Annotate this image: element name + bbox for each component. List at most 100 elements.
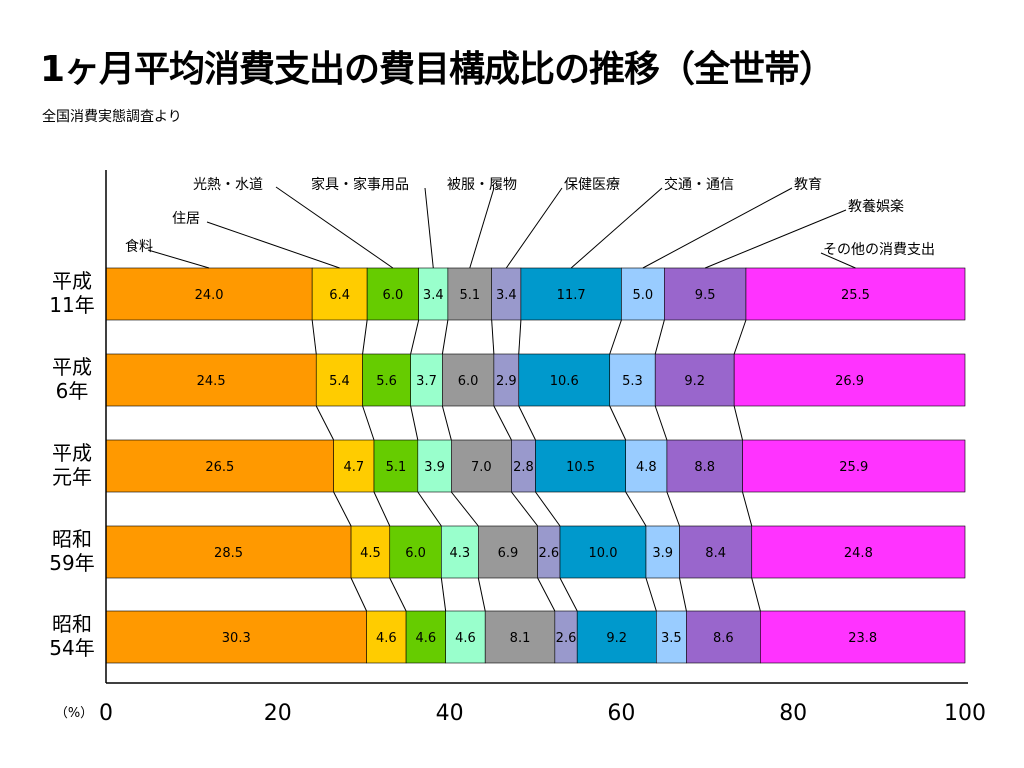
legend-callout-label: 被服・履物 — [447, 177, 517, 193]
data-label: 24.8 — [844, 546, 873, 561]
data-label: 9.2 — [684, 374, 705, 389]
legend-callout-line — [424, 187, 434, 269]
data-label: 6.0 — [405, 546, 426, 561]
bar-segment — [491, 267, 522, 321]
data-label: 25.9 — [839, 460, 868, 475]
data-label: 8.1 — [510, 631, 531, 646]
legend-callout-label: 保健医療 — [564, 176, 620, 193]
connector-line — [440, 577, 447, 612]
x-tick-label: 80 — [779, 701, 807, 726]
data-labels-group: 24.0 6.4 6.0 3.4 5.1 3.4 11.7 5.0 9.5 25.5 24.5 5.4… — [195, 288, 878, 646]
bar-segment — [389, 525, 442, 579]
connector-line — [441, 405, 452, 441]
connector-line — [679, 577, 687, 612]
data-label: 30.3 — [222, 631, 251, 646]
connector-line — [417, 491, 442, 527]
data-label: 5.3 — [622, 374, 643, 389]
legend-callout-label: 交通・通信 — [664, 176, 734, 193]
data-label: 3.5 — [661, 631, 682, 646]
bar-segment — [445, 610, 486, 664]
bar-segment — [478, 525, 538, 579]
data-label: 3.4 — [423, 288, 444, 303]
legend-callout-label: 光熱・水道 — [193, 177, 263, 193]
data-label: 24.5 — [197, 374, 226, 389]
chart-title: 1ヶ月平均消費支出の費目構成比の推移（全世帯） — [40, 49, 835, 90]
legend-callout-line — [570, 187, 663, 269]
connector-line — [742, 491, 753, 527]
data-label: 9.2 — [606, 631, 627, 646]
data-label: 7.0 — [471, 460, 492, 475]
connector-line — [450, 491, 479, 527]
bar-segment — [686, 610, 761, 664]
bar-segment — [666, 439, 743, 493]
connector-line — [477, 577, 486, 612]
connector-line — [535, 491, 561, 527]
data-label: 2.9 — [496, 374, 517, 389]
category-label: 平成元年 — [52, 441, 92, 489]
connector-line — [491, 319, 495, 355]
bar-segment — [609, 353, 656, 407]
bar-segment — [373, 439, 419, 493]
x-unit-label: （%） — [55, 706, 93, 721]
bar-segment — [105, 610, 367, 664]
data-label: 2.8 — [513, 460, 534, 475]
bar-segment — [447, 267, 492, 321]
x-tick-label: 100 — [944, 701, 986, 726]
connector-line — [410, 405, 419, 441]
x-tick-label: 40 — [436, 701, 464, 726]
chart-subtitle: 全国消費実態調査より — [42, 109, 182, 125]
data-label: 5.6 — [376, 374, 397, 389]
connector-line — [609, 319, 622, 355]
legend-callout-label: 家具・家事用品 — [311, 176, 409, 193]
connector-line — [493, 405, 512, 441]
connector-line — [654, 405, 668, 441]
data-label: 2.6 — [538, 546, 559, 561]
connector-line — [373, 491, 391, 527]
bar-segment — [350, 525, 391, 579]
data-label: 4.6 — [416, 631, 437, 646]
connector-line — [511, 491, 539, 527]
connector-line — [333, 491, 352, 527]
connector-line — [666, 491, 680, 527]
connector-line — [315, 405, 335, 441]
bar-segment — [679, 525, 753, 579]
data-label: 4.6 — [376, 631, 397, 646]
legend-callout-line — [469, 187, 495, 269]
data-label: 3.9 — [652, 546, 673, 561]
category-label: 昭和 59年 — [49, 527, 94, 575]
data-label: 3.9 — [424, 460, 445, 475]
connector-line — [518, 319, 522, 355]
data-label: 4.7 — [343, 460, 364, 475]
bar-segment — [311, 267, 368, 321]
connector-line — [362, 319, 368, 355]
legend-callout-label: 教養娯楽 — [848, 198, 904, 215]
legend-callout-line — [820, 252, 856, 269]
connector-line — [389, 577, 407, 612]
data-label: 10.5 — [566, 460, 595, 475]
x-tick-label: 20 — [264, 701, 292, 726]
bar-segment — [518, 353, 611, 407]
bar-segment — [405, 610, 446, 664]
connector-line — [537, 577, 556, 612]
data-label: 4.8 — [636, 460, 657, 475]
bar-segment — [664, 267, 747, 321]
legend-callout-line — [642, 187, 793, 269]
data-label: 8.6 — [713, 631, 734, 646]
data-label: 3.7 — [416, 374, 437, 389]
connector-line — [518, 405, 536, 441]
bar-segment — [105, 267, 313, 321]
category-label: 平成 11年 — [49, 269, 94, 317]
data-label: 25.5 — [841, 288, 870, 303]
connector-line — [733, 405, 744, 441]
data-label: 10.0 — [589, 546, 618, 561]
legend-callout-line — [147, 249, 210, 269]
data-label: 5.0 — [633, 288, 654, 303]
connector-line — [609, 405, 627, 441]
data-label: 26.9 — [835, 374, 864, 389]
bar-segment — [656, 610, 687, 664]
legend-callout-label: 食料 — [125, 238, 153, 255]
bar-segment — [733, 353, 966, 407]
data-label: 11.7 — [557, 288, 586, 303]
bar-segment — [625, 439, 668, 493]
